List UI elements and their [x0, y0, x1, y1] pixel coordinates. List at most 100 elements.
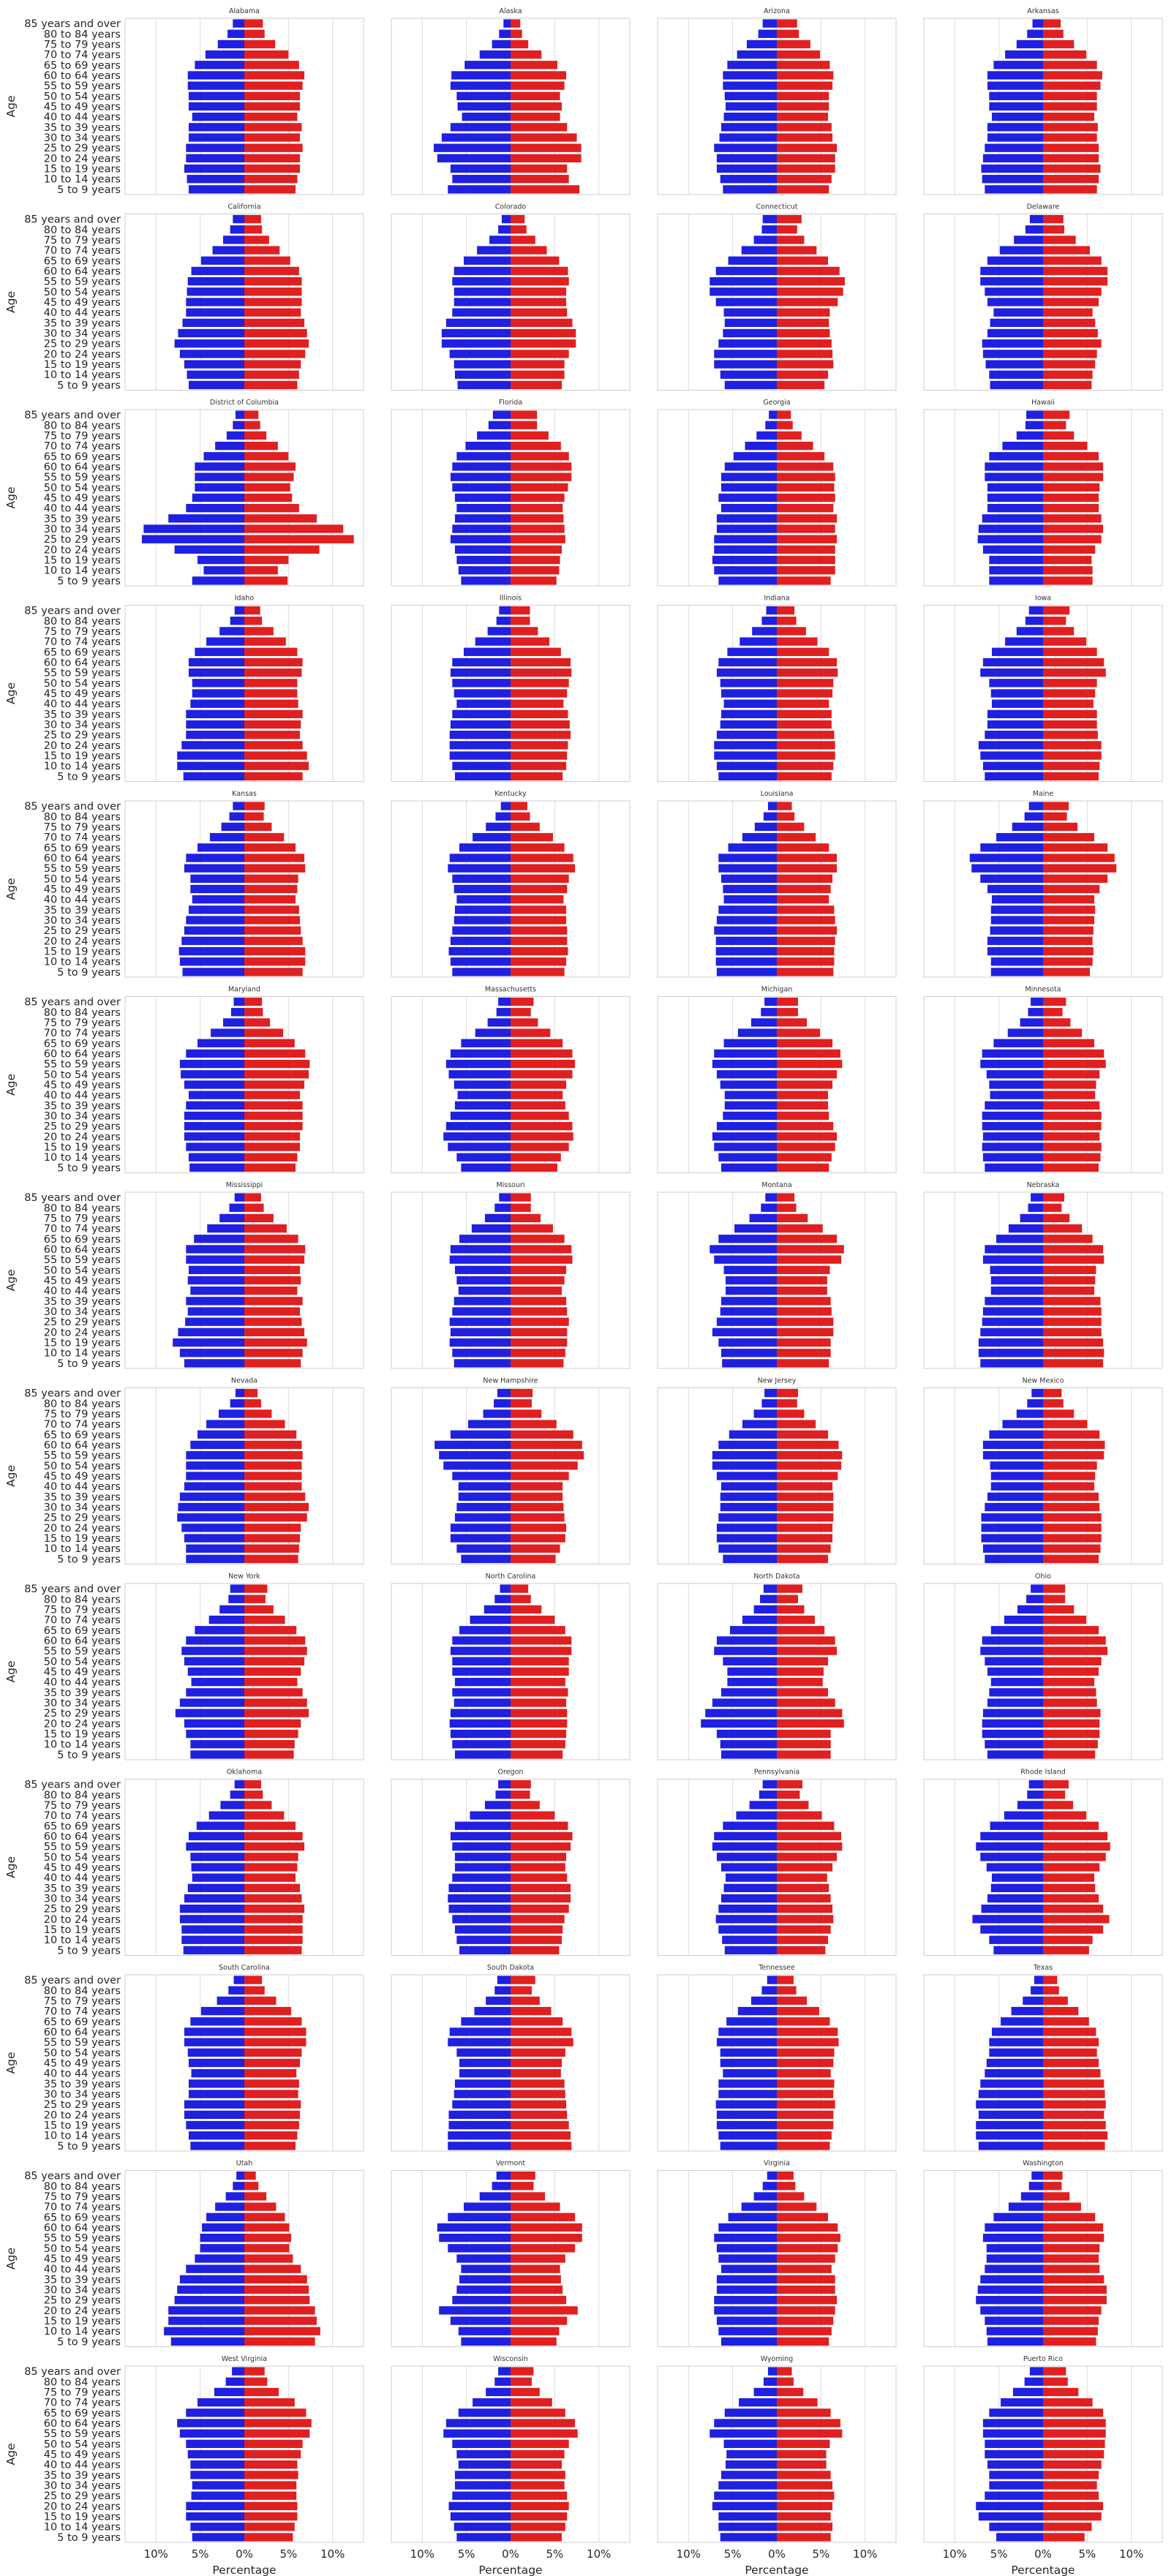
y-tick-label: 75 to 79 years — [44, 2191, 121, 2203]
x-tick-label: 5% — [546, 2547, 563, 2561]
pyramid-panel: Missouri — [391, 1181, 631, 1369]
bar-left — [737, 2006, 777, 2016]
bar-right — [511, 2481, 565, 2490]
bar-left — [712, 1450, 777, 1460]
bar-left — [724, 1101, 777, 1110]
bar-left — [989, 576, 1043, 585]
bar-left — [763, 812, 777, 821]
y-tick-label: 35 to 39 years — [44, 1883, 121, 1894]
bar-right — [777, 1420, 816, 1428]
panel-title: South Carolina — [219, 1964, 270, 1972]
bar-right — [777, 102, 829, 111]
bar-right — [511, 328, 576, 338]
bar-left — [492, 410, 511, 419]
bar-left — [487, 1018, 511, 1027]
bar-right — [511, 1534, 565, 1543]
bar-right — [511, 2212, 576, 2221]
bar-right — [244, 1039, 295, 1047]
pyramid-panel: Alaska — [391, 7, 631, 195]
bar-left — [718, 2523, 777, 2531]
bar-right — [244, 1750, 294, 1759]
y-tick-label: 65 to 69 years — [44, 1820, 121, 1832]
bar-right — [777, 761, 834, 770]
bar-right — [777, 441, 813, 451]
bar-left — [991, 113, 1043, 121]
panel-title: Kentucky — [494, 790, 527, 798]
bar-left — [212, 246, 244, 255]
bar-right — [511, 1873, 568, 1882]
bar-left — [989, 1688, 1043, 1697]
bar-right — [511, 843, 565, 852]
bar-left — [978, 524, 1043, 533]
bar-right — [1043, 2327, 1098, 2335]
bar-right — [777, 113, 829, 121]
bar-right — [244, 81, 303, 90]
bar-left — [179, 1492, 244, 1502]
y-tick-label: 55 to 59 years — [44, 2037, 121, 2049]
bar-left — [454, 1853, 511, 1861]
bar-right — [511, 2512, 568, 2521]
bar-left — [716, 916, 777, 924]
bar-right — [1043, 1667, 1099, 1676]
bar-left — [456, 2285, 511, 2294]
bar-left — [762, 19, 777, 28]
bar-left — [1002, 441, 1043, 451]
y-tick-label: 75 to 79 years — [44, 1995, 121, 2007]
bar-right — [511, 214, 525, 224]
y-tick-label: 85 years and over — [24, 1975, 121, 1986]
bar-right — [511, 524, 565, 533]
bar-left — [756, 431, 777, 440]
bar-left — [475, 637, 511, 646]
bar-right — [777, 256, 829, 265]
bar-right — [777, 1709, 843, 1717]
bar-left — [1016, 39, 1043, 49]
bar-right — [244, 256, 290, 265]
bar-left — [718, 1338, 777, 1347]
pyramid-panel: Ohio — [923, 1573, 1163, 1760]
y-tick-label: 45 to 49 years — [44, 884, 121, 896]
bar-right — [511, 751, 568, 760]
bar-left — [448, 946, 511, 956]
bar-left — [452, 658, 511, 667]
bar-left — [219, 627, 244, 636]
bar-left — [452, 926, 511, 935]
panel-frame — [923, 800, 1163, 978]
bar-left — [500, 802, 511, 810]
bar-right — [1043, 1502, 1100, 1512]
bar-left — [483, 1409, 511, 1418]
bar-left — [1032, 19, 1043, 28]
bar-left — [207, 1224, 244, 1233]
bar-right — [1043, 452, 1099, 461]
bar-right — [1043, 2523, 1092, 2531]
y-tick-label: 15 to 19 years — [44, 164, 121, 176]
bar-left — [1031, 1388, 1043, 1398]
bar-left — [452, 483, 511, 492]
bar-right — [511, 1349, 565, 1357]
bar-right — [511, 2142, 572, 2150]
bar-left — [141, 535, 244, 543]
bar-left — [191, 2069, 244, 2078]
bar-left — [454, 2471, 511, 2479]
bar-right — [244, 2491, 297, 2500]
bar-right — [244, 812, 264, 821]
panel-title: Michigan — [761, 986, 793, 994]
bar-left — [192, 576, 244, 585]
y-tick-label: 60 to 64 years — [44, 70, 121, 82]
bar-left — [188, 91, 244, 100]
bar-right — [511, 1946, 560, 1955]
y-tick-label: 5 to 9 years — [57, 2141, 121, 2153]
bar-right — [244, 2367, 265, 2376]
bar-left — [724, 1946, 777, 1955]
bar-right — [1043, 1132, 1100, 1141]
y-tick-label: 20 to 24 years — [44, 2501, 121, 2512]
bar-right — [777, 287, 843, 296]
bar-right — [1043, 1163, 1099, 1172]
bar-right — [1043, 2120, 1106, 2130]
bar-right — [777, 1996, 808, 2006]
bar-right — [1043, 318, 1096, 328]
bar-right — [777, 298, 838, 306]
bar-right — [244, 854, 305, 862]
bar-right — [1043, 524, 1104, 533]
